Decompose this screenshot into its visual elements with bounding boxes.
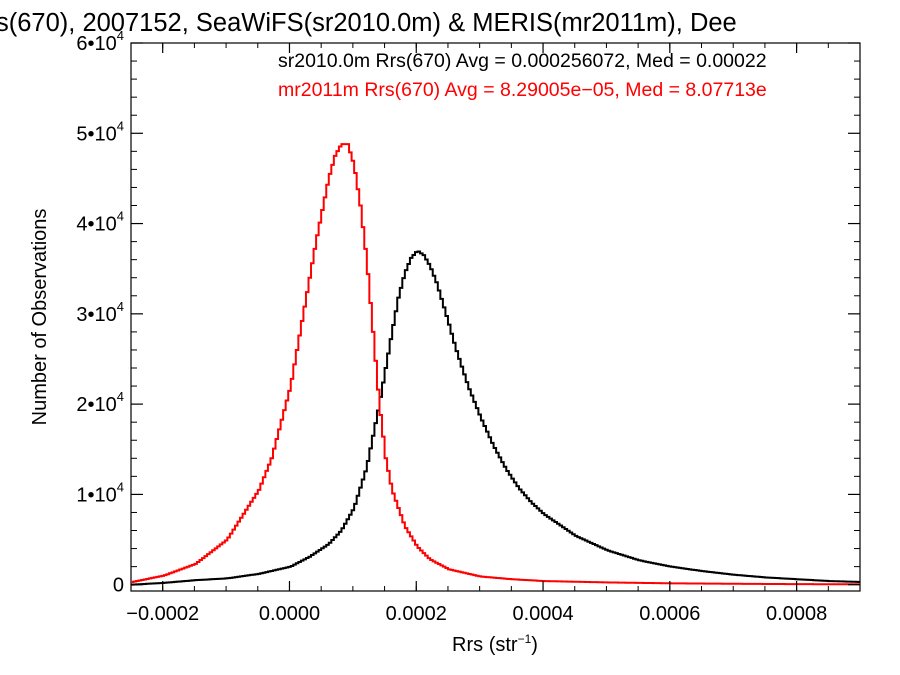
y-tick-label: 5•104 [76, 118, 124, 145]
y-tick-label: 1•104 [76, 479, 124, 506]
y-axis-label: Number of Observations [29, 209, 51, 426]
legend-entry-mr2011: mr2011m Rrs(670) Avg = 8.29005e−05, Med … [278, 79, 767, 101]
chart-title: s(670), 2007152, SeaWiFS(sr2010.0m) & ME… [0, 9, 737, 37]
y-tick-label: 2•104 [76, 389, 124, 416]
y-tick-label: 6•104 [76, 28, 124, 55]
series-line-mr2011 [131, 143, 860, 586]
y-tick-label: 0 [113, 575, 124, 597]
y-tick-label: 4•104 [76, 209, 124, 236]
x-axis-label-main: Rrs (str [452, 634, 518, 656]
x-axis-label-exp: −1 [518, 632, 532, 646]
x-axis-label-close: ) [531, 634, 538, 656]
x-axis-label: Rrs (str−1) [452, 632, 538, 656]
x-tick-label: 0.0006 [639, 603, 700, 625]
x-tick-label: 0.0004 [512, 603, 573, 625]
x-tick-label: 0.0000 [259, 603, 320, 625]
legend-entry-sr2010: sr2010.0m Rrs(670) Avg = 0.000256072, Me… [278, 50, 767, 72]
y-tick-label: 3•104 [76, 299, 124, 326]
plot-frame [130, 42, 861, 592]
series-line-sr2010 [131, 250, 860, 586]
x-tick-label: −0.0002 [126, 603, 199, 625]
x-tick-label: 0.0008 [766, 603, 827, 625]
x-tick-label: 0.0002 [386, 603, 447, 625]
